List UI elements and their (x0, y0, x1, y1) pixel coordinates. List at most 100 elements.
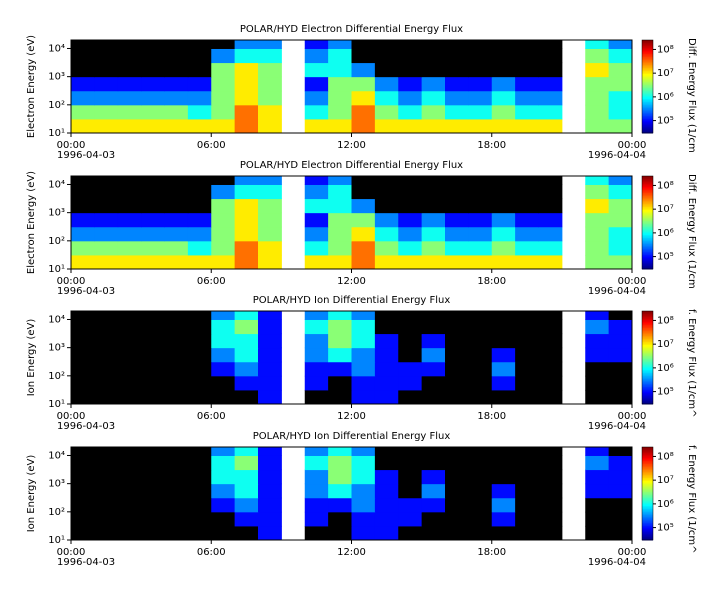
colorbar-step (642, 267, 653, 270)
spectrogram-cell (468, 176, 493, 185)
spectrogram-cell (351, 90, 376, 106)
spectrogram-cell (211, 455, 236, 471)
colorbar-step (642, 493, 653, 496)
colorbar-step (642, 491, 653, 494)
colorbar-step (642, 348, 653, 351)
spectrogram-cell (141, 118, 165, 134)
colorbar-step (642, 255, 653, 258)
spectrogram-cell (421, 90, 446, 106)
spectrogram-cell (398, 76, 423, 92)
y-tick-label: 10¹ (48, 264, 65, 275)
colorbar-step (642, 177, 653, 180)
spectrogram-cell (398, 311, 423, 320)
y-tick-label: 10¹ (48, 535, 65, 546)
spectrogram-cell (421, 40, 446, 49)
spectrogram-cell (398, 226, 423, 242)
spectrogram-cell (187, 389, 212, 405)
spectrogram-cell (421, 483, 446, 499)
colorbar-step (642, 100, 653, 103)
colorbar-step (642, 447, 653, 450)
spectrogram-cell (234, 90, 259, 106)
spectrogram-cell (608, 525, 633, 541)
spectrogram-cell (304, 254, 329, 270)
colorbar-step (642, 61, 653, 64)
spectrogram-cell (117, 226, 142, 242)
spectrogram-cell (374, 447, 399, 456)
colorbar-step (642, 74, 653, 77)
spectrogram-cell (94, 525, 119, 541)
spectrogram-cell (491, 118, 516, 134)
spectrogram-cell (328, 104, 352, 120)
spectrogram-cell (468, 254, 493, 270)
spectrogram-cell (468, 469, 493, 485)
spectrogram-cell (328, 40, 352, 49)
spectrogram-cell (515, 511, 539, 527)
spectrogram-cell (351, 483, 376, 499)
spectrogram-cell (608, 447, 633, 456)
spectrogram-cell (94, 347, 119, 363)
x-tick-label: 00:00 (57, 140, 86, 151)
colorbar-step (642, 242, 653, 245)
colorbar-step (642, 84, 653, 87)
spectrogram-cell (468, 240, 493, 256)
colorbar-step (642, 399, 653, 402)
spectrogram-cell (608, 184, 633, 200)
spectrogram-cell (258, 511, 282, 527)
spectrogram-cell (398, 240, 423, 256)
spectrogram-cell (94, 455, 119, 471)
colorbar-tick-label: 10⁶ (657, 228, 674, 239)
spectrogram-cell (234, 389, 259, 405)
colorbar-step (642, 462, 653, 465)
spectrogram-cell (164, 525, 189, 541)
spectrogram-cell (468, 455, 493, 471)
colorbar-step (642, 115, 653, 118)
spectrogram-cell (141, 76, 165, 92)
colorbar-step (642, 63, 653, 66)
colorbar-step (642, 509, 653, 512)
end-date: 1996-04-04 (588, 150, 646, 161)
colorbar-step (642, 131, 653, 134)
end-date: 1996-04-04 (588, 286, 646, 297)
spectrogram-cell (234, 333, 259, 349)
spectrogram-cell (491, 76, 516, 92)
spectrogram-cell (421, 361, 446, 377)
spectrogram-cell (538, 198, 563, 214)
colorbar-step (642, 338, 653, 341)
spectrogram-cell (445, 118, 469, 134)
colorbar-step (642, 64, 653, 67)
spectrogram-cell (71, 76, 95, 92)
spectrogram-cell (258, 469, 282, 485)
spectrogram-cell (491, 483, 516, 499)
spectrogram-cell (234, 254, 259, 270)
spectrogram-cell (468, 198, 493, 214)
colorbar-step (642, 193, 653, 196)
spectrogram-cell (141, 62, 165, 78)
spectrogram-cell (71, 226, 95, 242)
colorbar-step (642, 369, 653, 372)
spectrogram-cell (187, 212, 212, 228)
spectrogram-cell (141, 176, 165, 185)
colorbar-step (642, 128, 653, 131)
spectrogram-cell (374, 469, 399, 485)
spectrogram-cell (538, 483, 563, 499)
spectrogram-cell (585, 104, 610, 120)
spectrogram-cell (328, 212, 352, 228)
spectrogram-cell (94, 62, 119, 78)
colorbar-step (642, 505, 653, 508)
spectrogram-cell (445, 333, 469, 349)
spectrogram-cell (421, 333, 446, 349)
spectrogram-cell (71, 48, 95, 64)
spectrogram-cell (71, 62, 95, 78)
colorbar-step (642, 359, 653, 362)
y-axis-label: Ion Energy (eV) (26, 455, 37, 533)
spectrogram-cell (211, 511, 236, 527)
spectrogram-cell (468, 375, 493, 391)
spectrogram-cell (164, 311, 189, 320)
spectrogram-cell (421, 184, 446, 200)
colorbar-step (642, 119, 653, 122)
panel-title: POLAR/HYD Ion Differential Energy Flux (253, 295, 451, 306)
spectrogram-cell (141, 469, 165, 485)
y-tick-label: 10⁴ (48, 314, 65, 325)
spectrogram-cell (211, 469, 236, 485)
spectrogram-cell (515, 76, 539, 92)
